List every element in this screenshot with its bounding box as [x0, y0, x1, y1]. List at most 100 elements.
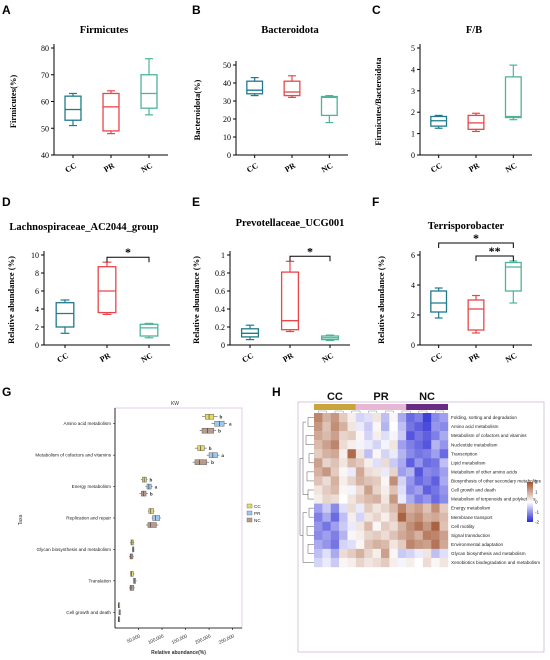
box-cc [117, 602, 121, 609]
group-label-nc: NC [419, 391, 435, 403]
heatmap-cell [439, 494, 449, 504]
heatmap-cell [330, 530, 340, 541]
row-label: Transcription [451, 451, 478, 456]
bracket-line [475, 255, 514, 261]
x-tick-label: 150,000 [171, 633, 189, 645]
x-tick-label: NC [504, 161, 519, 175]
x-tick-label: NC [139, 161, 154, 175]
heatmap-cell [406, 422, 415, 432]
box-cc [55, 299, 75, 334]
heatmap-cell [339, 413, 348, 423]
y-tick-label: 6 [411, 251, 415, 260]
heatmap-cell [355, 485, 365, 495]
heatmap-cell [422, 449, 432, 459]
box-pr [102, 90, 120, 135]
iqr-box [194, 459, 207, 465]
heatmap-cell [314, 413, 323, 423]
y-tick-label: 3 [411, 87, 415, 96]
row-label: Signal transduction [451, 533, 491, 538]
heatmap-cell [422, 503, 432, 513]
y-tick-label: 2 [35, 323, 39, 332]
y-tick-label: 0 [411, 341, 415, 350]
heatmap-cell [364, 467, 373, 477]
y-tick-label: 10 [223, 133, 231, 142]
x-tick-label: CC [429, 351, 444, 365]
heatmap-cell [431, 494, 440, 504]
heatmap-cell [355, 431, 365, 441]
heatmap-cell [414, 557, 424, 568]
heatmap-cell [397, 512, 407, 522]
heatmap-cell [414, 494, 424, 504]
y-tick-label: 8 [35, 269, 39, 278]
y-tick-label: 2 [411, 311, 415, 320]
heatmap-cell [381, 431, 390, 441]
chart-f: Terrisporobacter 0 2 4 6 Relative abundance (… [376, 221, 532, 365]
y-axis-label: Taxa [18, 515, 24, 526]
y-tick-label: 6 [35, 287, 39, 296]
box-cc [64, 92, 82, 127]
heatmap-cell [414, 413, 424, 423]
heatmap-cell [422, 431, 432, 441]
heatmap-cell [372, 539, 382, 550]
y-tick-label: 50 [41, 124, 49, 133]
box-nc [504, 260, 522, 304]
heatmap-cell [439, 476, 449, 486]
heatmap-cell [381, 422, 390, 432]
iqr-box [118, 616, 121, 623]
box-nc [139, 322, 159, 339]
y-tick-label: 4 [411, 65, 415, 74]
heatmap-cell [339, 503, 348, 513]
y-tick-label: 80 [41, 44, 49, 53]
bracket-line [438, 242, 514, 248]
box-nc [320, 334, 340, 342]
heatmap-cell [322, 557, 331, 568]
box-cc [246, 76, 264, 97]
category-label: Glycan biosynthesis and metabolism [36, 547, 111, 552]
heatmap-cell [381, 458, 390, 468]
heatmap-cell [355, 503, 365, 513]
heatmap-cell [364, 440, 373, 450]
legend-swatch [246, 503, 253, 509]
heatmap-cell [414, 422, 424, 432]
dendrogram-branch [308, 453, 314, 464]
group-bar-nc [406, 404, 448, 410]
heatmap-cell [314, 512, 323, 522]
category-label: Translation [88, 578, 111, 583]
y-tick-label: 4 [411, 281, 415, 290]
box-pr [151, 515, 162, 521]
x-tick-label: CC [240, 351, 255, 365]
panel-letter-e: E [192, 195, 200, 209]
heatmap-cell [372, 530, 382, 541]
box-nc: b [139, 490, 153, 497]
heatmap-cell [389, 458, 398, 468]
heatmap-cell [397, 449, 407, 459]
bracket-line [106, 256, 150, 263]
heatmap-cell [406, 440, 415, 450]
heatmap-cell [314, 449, 323, 459]
heatmap-cell [372, 512, 382, 522]
box-nc: b [199, 427, 221, 434]
heatmap-cell [389, 521, 398, 531]
panel-g-layer: KW 50,000 100,000 150,000 200,000 250,000 Rela… [18, 401, 261, 656]
heatmap-cell [439, 440, 449, 450]
group-bar-cc [314, 404, 356, 410]
x-tick-label: CC [429, 161, 444, 175]
heatmap-cell [314, 440, 323, 450]
dendrogram-branch [305, 435, 314, 445]
category-label: Energy metabolism [72, 484, 111, 489]
iqr-box [147, 522, 157, 528]
iqr-box [97, 266, 117, 314]
box-cc: b [202, 413, 223, 420]
heatmap-cell [406, 431, 415, 441]
panel-letter-d: D [2, 195, 11, 209]
heatmap-cell [355, 494, 365, 504]
box-pr: a [206, 452, 224, 458]
heatmap-cell [355, 557, 365, 568]
color-legend-tick: -1 [535, 510, 540, 515]
x-tick-label: 100,000 [147, 633, 165, 645]
heatmap-cell [431, 431, 440, 441]
x-tick-label: NC [139, 351, 154, 365]
heatmap-cell [364, 494, 373, 504]
heatmap-cell [439, 530, 449, 541]
heatmap-cell [381, 557, 390, 568]
